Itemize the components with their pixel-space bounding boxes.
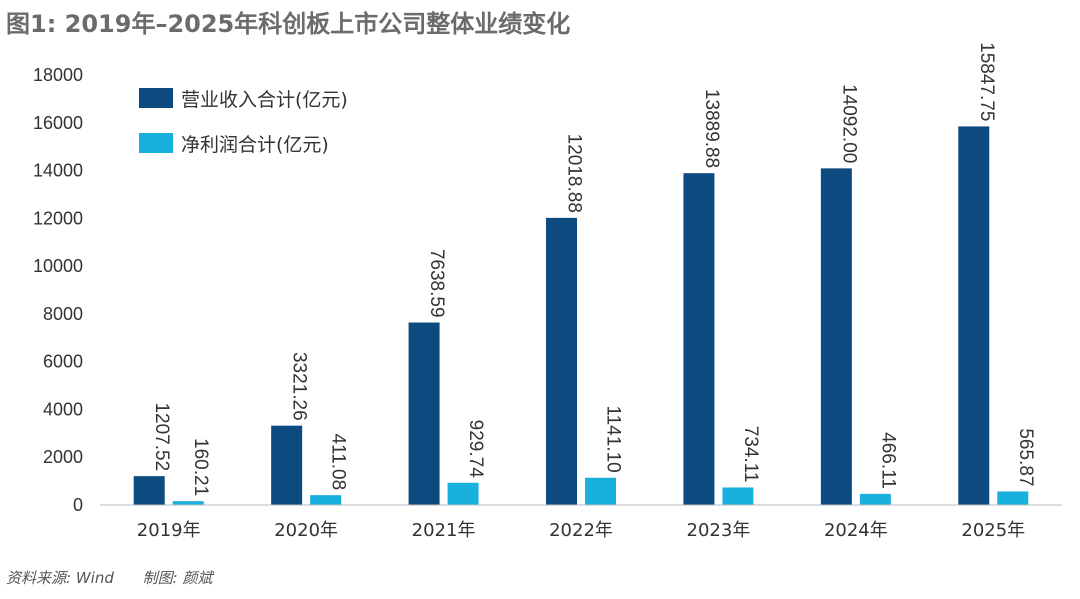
y-tick-label: 8000 [43,304,83,324]
legend-label-revenue: 营业收入合计(亿元) [181,89,348,111]
y-tick-label: 10000 [33,256,83,276]
revenue-bar [271,425,303,505]
y-tick-label: 0 [73,495,83,515]
x-tick-label: 2019年 [137,520,201,541]
source-note: 资料来源: Wind [6,569,114,587]
y-tick-label: 4000 [43,399,83,419]
profit-bar [172,501,204,505]
revenue-bar [683,173,715,505]
revenue-value-label: 14092.00 [838,84,859,163]
profit-value-label: 734.11 [740,426,761,483]
bar-group [133,126,1029,506]
profit-value-label: 1141.10 [603,405,624,472]
revenue-value-label: 12018.88 [564,134,585,213]
x-tick-label: 2025年 [961,520,1025,541]
revenue-bar [133,476,165,505]
profit-value-label: 466.11 [877,432,898,489]
revenue-value-label: 13889.88 [701,89,722,168]
x-tick-label: 2021年 [412,520,476,541]
revenue-value-label: 1207.52 [151,402,172,471]
revenue-bar [958,126,990,506]
profit-value-label: 411.08 [328,433,349,490]
profit-value-label: 565.87 [1015,428,1036,486]
revenue-value-label: 3321.26 [289,352,310,421]
author-note: 制图: 颜斌 [142,569,213,587]
y-tick-label: 14000 [33,161,83,181]
revenue-bar [820,168,852,505]
profit-bar [997,491,1029,505]
y-tick-label: 18000 [33,65,83,85]
data-labels: 1207.52 160.21 3321.26 411.08 7638.59 929.74 1… [151,42,1036,496]
chart-legend: 营业收入合计(亿元) 净利润合计(亿元) [139,88,348,156]
profit-value-label: 160.21 [190,438,211,496]
revenue-bar [546,217,577,505]
legend-swatch-revenue [139,88,173,108]
profit-bar [859,493,891,505]
chart-footer: 资料来源: Wind 制图: 颜斌 [6,567,212,588]
y-tick-label: 6000 [43,352,83,372]
profit-bar [447,482,479,505]
x-tick-label: 2020年 [274,520,338,541]
legend-swatch-profit [139,133,173,153]
x-tick-label: 2022年 [549,520,613,541]
revenue-bar [408,322,440,505]
x-tick-label: 2024年 [824,520,888,541]
legend-label-profit: 净利润合计(亿元) [181,134,329,156]
chart-title: 图1: 2019年–2025年科创板上市公司整体业绩变化 [6,10,571,38]
revenue-value-label: 7638.59 [426,249,447,318]
y-tick-label: 12000 [33,208,83,228]
profit-bar [722,487,754,505]
revenue-value-label: 15847.75 [976,42,997,121]
profit-bar [310,495,342,505]
y-axis-ticks: 0 2000 4000 6000 8000 10000 12000 14000 16000 180… [33,65,83,515]
x-axis-ticks: 2019年 2020年 2021年 2022年 2023年 2024年 2025年 [137,520,1025,541]
y-tick-label: 2000 [43,447,83,467]
x-tick-label: 2023年 [687,520,751,541]
profit-value-label: 929.74 [465,420,486,479]
profit-bar [585,477,616,505]
y-tick-label: 16000 [33,113,83,133]
